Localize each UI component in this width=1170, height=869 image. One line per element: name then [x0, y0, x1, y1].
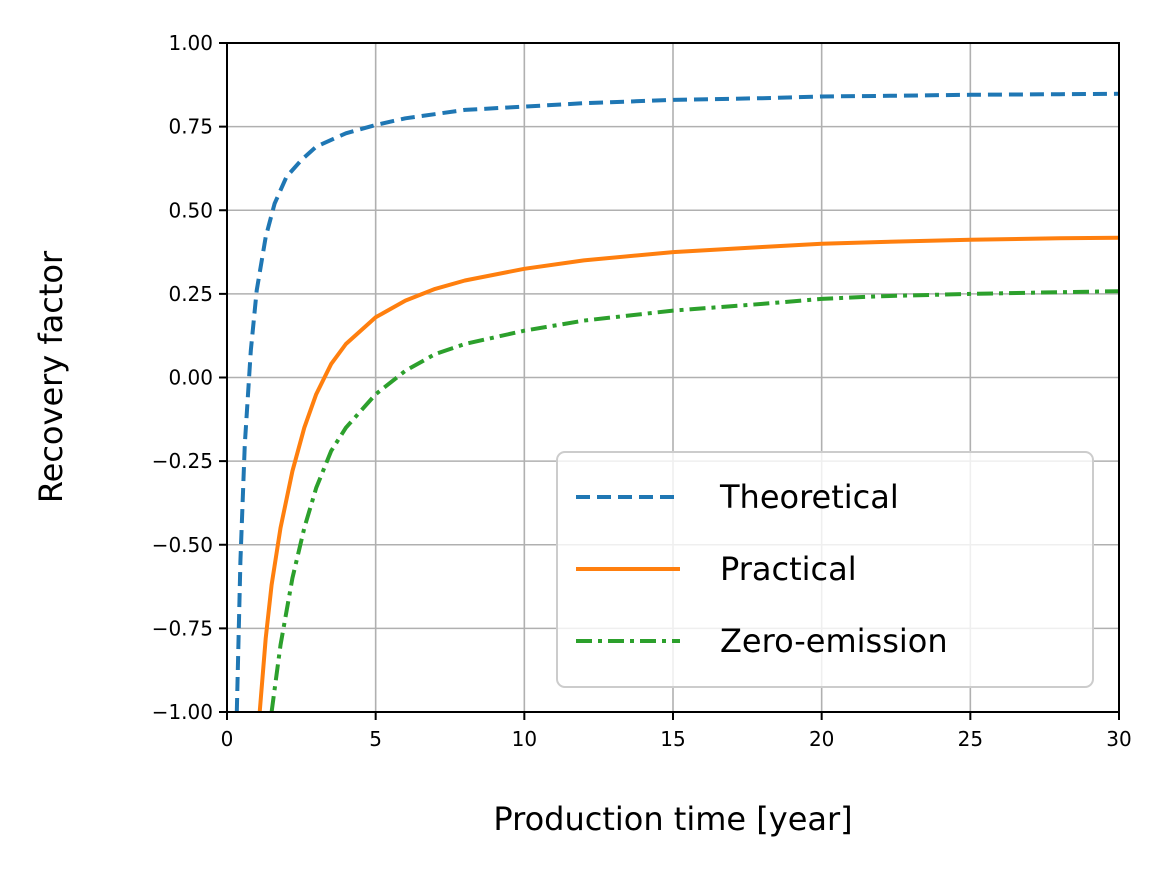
- x-tick-label: 0: [221, 727, 234, 751]
- y-tick-label: 0.25: [168, 282, 213, 306]
- legend: Theoretical Practical Zero-emission: [556, 451, 1094, 688]
- y-tick-label: 1.00: [168, 31, 213, 55]
- y-tick-label: 0.50: [168, 198, 213, 222]
- legend-label: Theoretical: [719, 478, 899, 516]
- y-tick-label: −0.75: [152, 616, 213, 640]
- legend-label: Zero-emission: [720, 622, 948, 660]
- y-tick-label: −1.00: [152, 700, 213, 724]
- x-tick-label: 30: [1106, 727, 1131, 751]
- ticks: 0 5 10 15 20 25 30 1.00 0.75 0.50 0.25 0.00 −0.25 −0.…: [152, 31, 1132, 751]
- series-line-zero-emission: [269, 289, 1119, 712]
- x-tick-label: 5: [369, 727, 382, 751]
- y-tick-label: −0.50: [152, 533, 213, 557]
- y-axis-label: Recovery factor: [32, 250, 70, 503]
- series-layer: [234, 91, 1119, 712]
- y-tick-label: −0.25: [152, 449, 213, 473]
- x-tick-label: 20: [809, 727, 834, 751]
- legend-box: [556, 451, 1094, 688]
- x-axis-label: Production time [year]: [493, 800, 852, 838]
- x-tick-label: 25: [958, 727, 983, 751]
- x-tick-label: 10: [512, 727, 537, 751]
- y-tick-label: 0.00: [168, 366, 213, 390]
- series-line-practical: [257, 235, 1119, 712]
- y-tick-label: 0.75: [168, 115, 213, 139]
- legend-label: Practical: [720, 550, 857, 588]
- series-line-theoretical: [234, 91, 1119, 712]
- x-tick-label: 15: [660, 727, 685, 751]
